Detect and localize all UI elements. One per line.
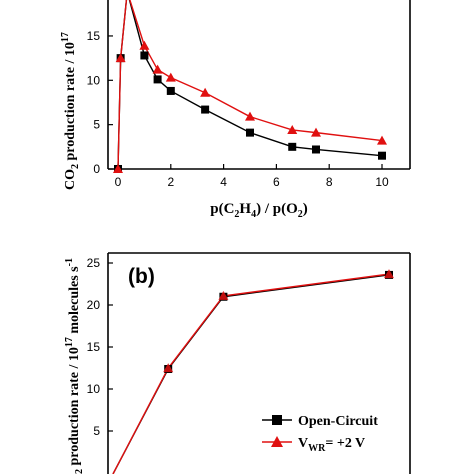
- bottom-y-tick-label: 5: [93, 424, 100, 438]
- top-x-axis-label: p(C2H4) / p(O2): [210, 201, 308, 220]
- bottom-y-tick-label: 25: [87, 256, 101, 270]
- bottom-series-line: [112, 273, 390, 474]
- bottom-point-triangle: [163, 363, 174, 373]
- top-point-triangle: [200, 87, 211, 97]
- top-point-square: [166, 86, 175, 95]
- top-point-triangle: [245, 111, 255, 121]
- top-point-triangle: [152, 64, 163, 74]
- top-point-square: [140, 51, 149, 60]
- top-x-tick-label: 8: [326, 175, 333, 189]
- top-point-triangle: [115, 53, 126, 63]
- bottom-y-tick-label: 10: [87, 382, 101, 396]
- top-point-square: [288, 142, 297, 151]
- top-point-triangle: [139, 40, 150, 50]
- top-x-tick-label: 0: [115, 175, 122, 189]
- top-point-triangle: [287, 124, 298, 134]
- panel-label-b: (b): [128, 265, 155, 288]
- top-y-tick-label: 10: [87, 73, 101, 87]
- legend-vwr-label: VWR= +2 V: [298, 436, 365, 454]
- top-series: [113, 0, 387, 173]
- bottom-y-axis-label: 2 production rate / 1017 molecules s-1: [64, 258, 85, 474]
- top-point-triangle: [377, 135, 387, 145]
- top-y-axis-label: CO2 production rate / 1017: [60, 32, 81, 190]
- top-point-triangle: [113, 164, 123, 173]
- bottom-panel: 5 10 15 20 25 (b) 2 production rate / 1017 m…: [64, 252, 411, 474]
- top-x-tick-label: 10: [375, 175, 389, 189]
- top-x-tick-label: 6: [273, 175, 280, 189]
- top-y-tick-label: 0: [93, 162, 100, 176]
- top-y-tick-label: 5: [93, 118, 100, 132]
- top-panel: 0 2 4 6 8 10 0 5 10 15 p(C2H4) / p(O2) CO2 produc…: [60, 0, 411, 220]
- top-point-square: [312, 145, 320, 154]
- top-point-triangle: [311, 127, 321, 137]
- legend-vwr-marker: [271, 436, 283, 447]
- top-point-square: [378, 151, 386, 160]
- top-ticks: 0 2 4 6 8 10 0 5 10 15: [87, 29, 389, 189]
- bottom-ticks: 5 10 15 20 25: [87, 256, 113, 438]
- bottom-y-tick-label: 15: [87, 340, 101, 354]
- top-x-tick-label: 4: [220, 175, 227, 189]
- bottom-y-tick-label: 20: [87, 298, 101, 312]
- top-point-square: [246, 128, 254, 137]
- legend: Open-Circuit VWR= +2 V: [262, 414, 378, 454]
- top-point-square: [201, 105, 210, 114]
- legend-open-circuit-label: Open-Circuit: [298, 414, 378, 429]
- top-series-line: [117, 0, 383, 170]
- top-series-line: [117, 0, 383, 170]
- top-x-tick-label: 2: [167, 175, 174, 189]
- bottom-series: [112, 269, 394, 474]
- bottom-point-triangle: [218, 290, 229, 300]
- top-point-triangle: [165, 72, 176, 82]
- top-y-tick-label: 15: [87, 29, 101, 43]
- legend-open-circuit-marker: [272, 415, 282, 425]
- bottom-point-triangle: [384, 269, 394, 279]
- top-point-square: [153, 75, 162, 84]
